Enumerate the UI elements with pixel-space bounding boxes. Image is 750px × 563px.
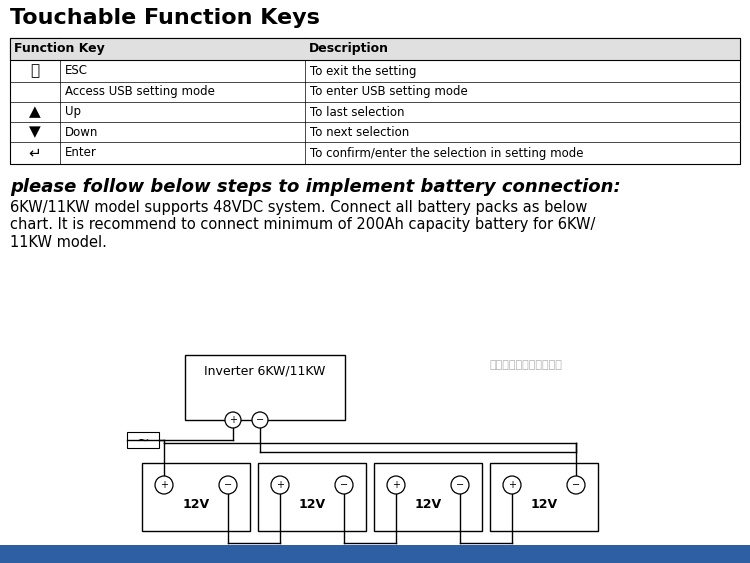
Text: 6KW/11KW model supports 48VDC system. Connect all battery packs as below
chart. : 6KW/11KW model supports 48VDC system. Co…: [10, 200, 596, 250]
Bar: [490, 463, 598, 531]
Text: +: +: [508, 480, 516, 490]
Text: Down: Down: [65, 126, 98, 138]
Text: To confirm/enter the selection in setting mode: To confirm/enter the selection in settin…: [310, 146, 584, 159]
Bar: [258, 463, 366, 531]
Bar: [10, 38, 740, 164]
Text: 12V: 12V: [530, 498, 557, 512]
Circle shape: [387, 476, 405, 494]
Circle shape: [451, 476, 469, 494]
Text: Description: Description: [309, 42, 389, 55]
Circle shape: [271, 476, 289, 494]
Circle shape: [155, 476, 173, 494]
Text: To enter USB setting mode: To enter USB setting mode: [310, 86, 468, 99]
Circle shape: [335, 476, 353, 494]
Circle shape: [503, 476, 521, 494]
Text: please follow below steps to implement battery connection:: please follow below steps to implement b…: [10, 178, 621, 196]
Text: +: +: [160, 480, 168, 490]
Text: +: +: [229, 415, 237, 425]
Text: +: +: [276, 480, 284, 490]
Circle shape: [225, 412, 241, 428]
Bar: [10, 38, 740, 60]
Circle shape: [567, 476, 585, 494]
Text: −: −: [256, 415, 264, 425]
Text: To next selection: To next selection: [310, 126, 410, 138]
Text: ▲: ▲: [29, 105, 40, 119]
Text: Inverter 6KW/11KW: Inverter 6KW/11KW: [204, 365, 326, 378]
Text: Access USB setting mode: Access USB setting mode: [65, 86, 214, 99]
Bar: [185, 355, 345, 420]
Circle shape: [252, 412, 268, 428]
Text: ⏻: ⏻: [31, 64, 40, 78]
Bar: [142, 463, 250, 531]
Text: +: +: [392, 480, 400, 490]
Text: 12V: 12V: [182, 498, 209, 512]
Text: ~: ~: [136, 432, 149, 448]
Text: Up: Up: [65, 105, 81, 118]
Text: Function Key: Function Key: [14, 42, 105, 55]
Text: −: −: [456, 480, 464, 490]
Text: ESC: ESC: [65, 65, 88, 78]
Text: Enter: Enter: [65, 146, 97, 159]
Text: −: −: [340, 480, 348, 490]
Bar: [127, 432, 159, 448]
Text: ▼: ▼: [29, 124, 40, 140]
Bar: [374, 463, 482, 531]
Text: ↵: ↵: [28, 145, 41, 160]
Text: 深圳吉白达科技有限公司: 深圳吉白达科技有限公司: [490, 360, 562, 370]
Text: 12V: 12V: [415, 498, 442, 512]
Text: 12V: 12V: [298, 498, 326, 512]
Bar: [0, 545, 750, 563]
Text: To exit the setting: To exit the setting: [310, 65, 416, 78]
Circle shape: [219, 476, 237, 494]
Text: −: −: [572, 480, 580, 490]
Text: Touchable Function Keys: Touchable Function Keys: [10, 8, 320, 28]
Text: To last selection: To last selection: [310, 105, 404, 118]
Text: −: −: [224, 480, 232, 490]
